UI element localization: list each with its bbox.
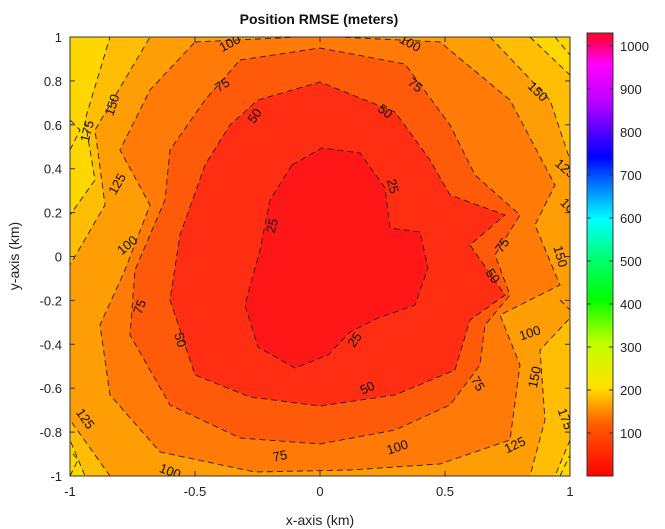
colorbar <box>586 32 614 477</box>
x-tick-label: 0.5 <box>436 484 454 499</box>
contour-label: 25 <box>384 177 402 195</box>
contour-label-text: 75 <box>130 297 149 316</box>
contour-label-text: 50 <box>171 331 189 349</box>
contour-line-100 <box>99 37 561 473</box>
contour-label-text: 75 <box>271 447 288 464</box>
contour-label-text: 50 <box>358 378 377 398</box>
y-tick-label: 1 <box>55 30 62 45</box>
contour-label: 50 <box>483 266 504 286</box>
y-tick-label: 0.2 <box>44 206 62 221</box>
colorbar-tick-label: 100 <box>620 426 642 441</box>
contour-lines <box>70 37 570 476</box>
colorbar-tick-label: 400 <box>620 297 642 312</box>
x-tick-label: 1 <box>566 484 573 499</box>
contour-label: 75 <box>212 75 232 95</box>
contour-label-text: 100 <box>517 322 542 343</box>
y-tick-label: -1 <box>50 469 62 484</box>
x-tick-labels: -1 -0.5 0 0.5 1 <box>64 484 573 499</box>
contour-label: 150 <box>102 92 123 117</box>
contour-line-50 <box>169 81 506 407</box>
x-tick-label: 0 <box>316 484 323 499</box>
contour-label: 75 <box>271 447 288 464</box>
contour-line-25 <box>244 147 429 369</box>
contour-label-text: 175 <box>77 119 97 144</box>
axis-ticks <box>69 36 571 477</box>
colorbar-tick-label: 800 <box>620 125 642 140</box>
fill-band-25 <box>245 148 428 368</box>
contour-label: 100 <box>385 437 410 458</box>
contour-label-text: 50 <box>483 266 504 286</box>
colorbar-tick-label: 700 <box>620 168 642 183</box>
y-tick-label: 0.4 <box>44 162 62 177</box>
y-tick-label: -0.6 <box>40 381 62 396</box>
contour-label-text: 150 <box>550 244 570 269</box>
contour-label: 75 <box>468 374 488 394</box>
colorbar-tick-label: 1000 <box>620 39 649 54</box>
colorbar-tick-label: 500 <box>620 254 642 269</box>
contour-line-125 <box>70 37 570 476</box>
contour-label: 25 <box>344 329 365 349</box>
contour-label-text: 150 <box>525 365 544 389</box>
y-tick-labels: 1 0.8 0.6 0.4 0.2 0 -0.2 -0.4 -0.6 -0.8 -1 <box>40 30 62 484</box>
contour-label: 25 <box>263 217 281 235</box>
y-tick-label: 0.8 <box>44 74 62 89</box>
x-axis-label: x-axis (km) <box>286 512 354 528</box>
contour-line-175 <box>70 37 570 476</box>
contour-label-text: 150 <box>102 92 123 117</box>
y-tick-label: -0.4 <box>40 337 62 352</box>
x-tick-label: -0.5 <box>184 484 206 499</box>
x-tick-label: -1 <box>64 484 76 499</box>
contour-label: 175 <box>77 119 97 144</box>
contour-label: 75 <box>130 297 149 316</box>
contour-label: 50 <box>358 378 377 398</box>
contour-label: 150 <box>550 244 570 269</box>
contour-label: 100 <box>517 322 542 343</box>
contour-label: 75 <box>492 235 513 255</box>
contour-label-text: 100 <box>385 437 410 458</box>
contour-label-text: 25 <box>263 217 281 235</box>
contour-label-text: 75 <box>492 235 513 255</box>
contour-label-text: 50 <box>244 106 265 126</box>
y-tick-label: -0.8 <box>40 425 62 440</box>
contour-label: 150 <box>525 365 544 389</box>
colorbar-tick-label: 300 <box>620 340 642 355</box>
y-tick-label: -0.2 <box>40 293 62 308</box>
contour-label-text: 75 <box>212 75 232 95</box>
chart-title: Position RMSE (meters) <box>240 11 399 27</box>
contour-label-text: 75 <box>468 374 488 394</box>
colorbar-tick-label: 600 <box>620 211 642 226</box>
colorbar-tick-label: 200 <box>620 383 642 398</box>
contour-line-75 <box>129 47 521 445</box>
y-tick-label: 0 <box>55 250 62 265</box>
contour-label: 50 <box>171 331 189 349</box>
contour-label-text: 25 <box>344 329 365 349</box>
y-axis-label: y-axis (km) <box>6 222 22 290</box>
contour-label-text: 25 <box>384 177 402 195</box>
contour-label: 50 <box>244 106 265 126</box>
colorbar-ticks: 100 200 300 400 500 600 700 800 900 1000 <box>587 39 649 441</box>
colorbar-tick-label: 900 <box>620 82 642 97</box>
y-tick-label: 0.6 <box>44 118 62 133</box>
